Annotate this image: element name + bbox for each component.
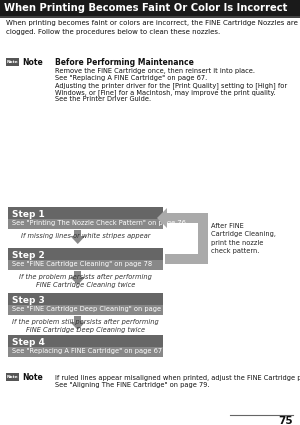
- Text: Note: Note: [22, 372, 43, 382]
- FancyBboxPatch shape: [8, 248, 163, 260]
- Text: See "FINE Cartridge Deep Cleaning" on page 78: See "FINE Cartridge Deep Cleaning" on pa…: [12, 306, 172, 312]
- Text: Before Performing Maintenance: Before Performing Maintenance: [55, 57, 194, 66]
- FancyBboxPatch shape: [8, 207, 163, 229]
- FancyBboxPatch shape: [165, 254, 203, 264]
- Text: 75: 75: [278, 416, 293, 425]
- FancyBboxPatch shape: [8, 335, 163, 347]
- FancyBboxPatch shape: [198, 213, 208, 264]
- Text: Step 1: Step 1: [12, 210, 45, 219]
- FancyBboxPatch shape: [74, 230, 81, 236]
- Text: After FINE
Cartridge Cleaning,
print the nozzle
check pattern.: After FINE Cartridge Cleaning, print the…: [211, 223, 276, 254]
- FancyBboxPatch shape: [74, 316, 81, 322]
- FancyBboxPatch shape: [8, 248, 163, 270]
- Text: Step 3: Step 3: [12, 296, 45, 305]
- FancyBboxPatch shape: [8, 293, 163, 315]
- Text: Windows, or [Fine] for a Macintosh, may improve the print quality.: Windows, or [Fine] for a Macintosh, may …: [55, 89, 275, 96]
- Text: See "Replacing A FINE Cartridge" on page 67.: See "Replacing A FINE Cartridge" on page…: [55, 75, 207, 81]
- Text: When printing becomes faint or colors are incorrect, the FINE Cartridge Nozzles : When printing becomes faint or colors ar…: [6, 20, 300, 34]
- FancyBboxPatch shape: [165, 213, 208, 223]
- Text: See "FINE Cartridge Cleaning" on page 78: See "FINE Cartridge Cleaning" on page 78: [12, 261, 152, 267]
- Polygon shape: [70, 236, 85, 244]
- Polygon shape: [70, 277, 85, 285]
- Text: When Printing Becomes Faint Or Color Is Incorrect: When Printing Becomes Faint Or Color Is …: [4, 3, 287, 13]
- FancyBboxPatch shape: [8, 293, 163, 305]
- FancyBboxPatch shape: [8, 207, 163, 219]
- FancyBboxPatch shape: [6, 58, 19, 66]
- Text: If missing lines or white stripes appear: If missing lines or white stripes appear: [21, 233, 150, 239]
- FancyBboxPatch shape: [6, 373, 19, 381]
- Text: Adjusting the printer driver for the [Print Quality] setting to [High] for: Adjusting the printer driver for the [Pr…: [55, 82, 287, 89]
- Text: Note: Note: [22, 57, 43, 66]
- Text: Remove the FINE Cartridge once, then reinsert it into place.: Remove the FINE Cartridge once, then rei…: [55, 68, 255, 74]
- Text: See the Printer Driver Guide.: See the Printer Driver Guide.: [55, 96, 151, 102]
- Text: Note: Note: [7, 375, 18, 379]
- FancyBboxPatch shape: [74, 271, 81, 277]
- Text: If the problem persists after performing
FINE Cartridge Cleaning twice: If the problem persists after performing…: [19, 274, 152, 288]
- Text: See "Replacing A FINE Cartridge" on page 67: See "Replacing A FINE Cartridge" on page…: [12, 348, 162, 354]
- FancyBboxPatch shape: [8, 335, 163, 357]
- Polygon shape: [70, 322, 85, 330]
- Text: Note: Note: [7, 60, 18, 64]
- Text: If ruled lines appear misaligned when printed, adjust the FINE Cartridge positio: If ruled lines appear misaligned when pr…: [55, 375, 300, 381]
- FancyBboxPatch shape: [0, 16, 300, 17]
- Text: See "Aligning The FINE Cartridge" on page 79.: See "Aligning The FINE Cartridge" on pag…: [55, 382, 209, 388]
- Text: See "Printing The Nozzle Check Pattern" on page 76: See "Printing The Nozzle Check Pattern" …: [12, 220, 186, 226]
- Text: Step 4: Step 4: [12, 338, 45, 347]
- Polygon shape: [157, 208, 167, 228]
- Text: Step 2: Step 2: [12, 251, 45, 260]
- FancyBboxPatch shape: [0, 0, 300, 16]
- Text: If the problem still persists after performing
FINE Cartridge Deep Cleaning twic: If the problem still persists after perf…: [12, 319, 159, 333]
